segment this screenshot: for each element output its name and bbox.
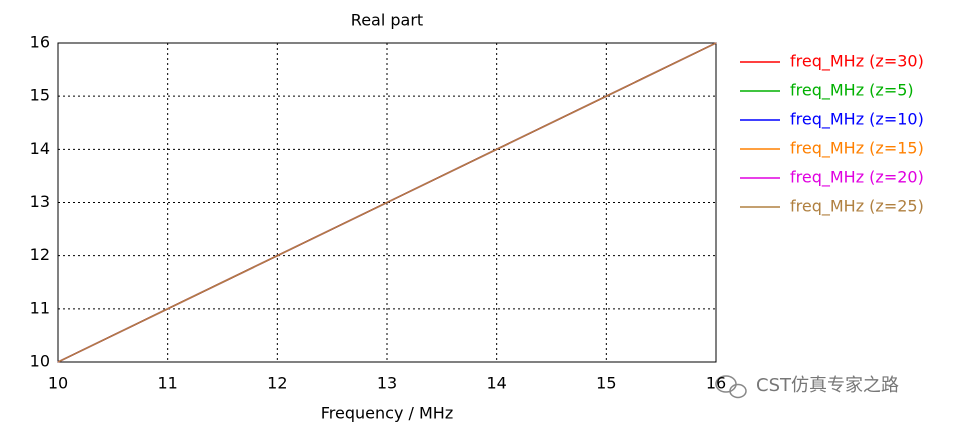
watermark: CST仿真专家之路: [756, 375, 899, 396]
legend-label: freq_MHz (z=20): [790, 168, 924, 188]
y-tick-label: 10: [30, 352, 50, 371]
x-tick-label: 10: [48, 374, 68, 393]
x-tick-label: 13: [377, 374, 397, 393]
chart-title: Real part: [351, 11, 423, 30]
y-tick-label: 16: [30, 33, 50, 52]
legend-label: freq_MHz (z=25): [790, 197, 924, 217]
legend-label: freq_MHz (z=15): [790, 139, 924, 159]
x-tick-label: 15: [596, 374, 616, 393]
watermark-icon: [715, 375, 747, 399]
y-tick-label: 11: [30, 298, 50, 317]
y-tick-label: 13: [30, 192, 50, 211]
legend-label: freq_MHz (z=30): [790, 52, 924, 72]
y-tick-label: 15: [30, 86, 50, 105]
series-line: [57, 42, 717, 363]
x-tick-label: 16: [706, 374, 726, 393]
plot-frame: [57, 42, 717, 363]
x-axis-label: Frequency / MHz: [321, 404, 453, 423]
legend-label: freq_MHz (z=10): [790, 110, 924, 130]
y-tick-label: 12: [30, 245, 50, 264]
y-tick-label: 14: [30, 139, 50, 158]
legend-label: freq_MHz (z=5): [790, 81, 914, 101]
x-tick-label: 11: [157, 374, 177, 393]
x-tick-label: 14: [486, 374, 506, 393]
x-tick-label: 12: [267, 374, 287, 393]
